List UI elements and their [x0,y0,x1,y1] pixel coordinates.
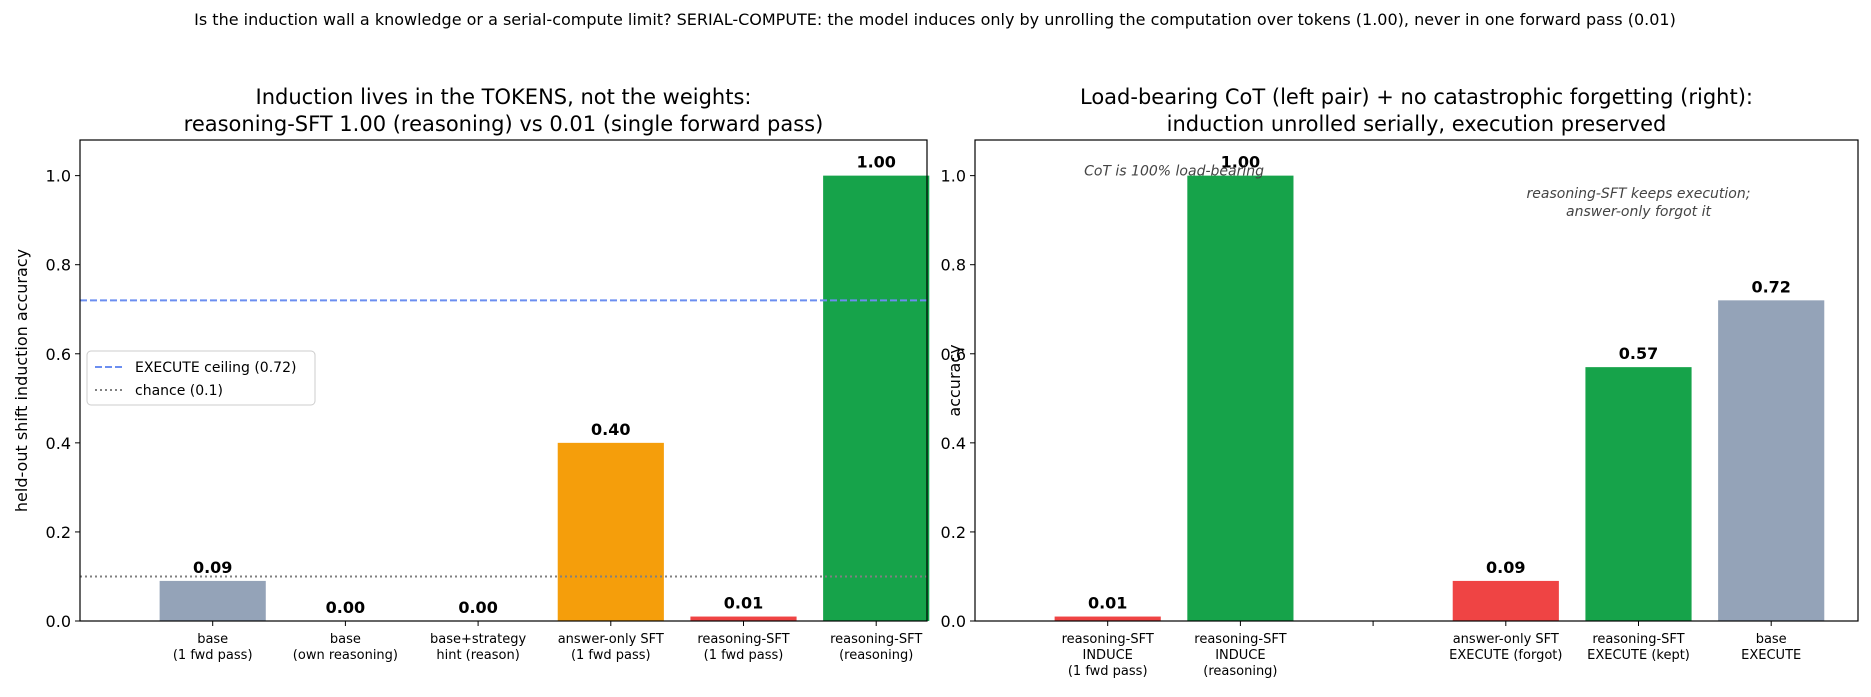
x-tick-label: reasoning-SFT [1592,632,1684,647]
plot-frame [974,139,1859,622]
x-tick-label: (1 fwd pass) [173,648,253,663]
bar [823,175,930,621]
x-tick-label: reasoning-SFT [697,632,789,647]
plot-frame [79,139,928,622]
bar-value-label: 0.09 [193,558,232,577]
bar-value-label: 0.40 [591,420,630,439]
x-tick-label: reasoning-SFT [1194,632,1286,647]
bar-value-label: 0.72 [1751,277,1790,296]
bar [159,580,266,621]
bar-value-label: 0.00 [458,598,497,617]
bar [1054,616,1161,621]
chart-annotation: reasoning-SFT keeps execution; [1527,186,1751,202]
x-tick-label: EXECUTE [1741,648,1801,663]
x-tick-label: EXECUTE (kept) [1587,648,1690,663]
y-tick-label: 0.8 [46,256,71,275]
bar [557,442,664,621]
chart-annotation: answer-only forgot it [1566,204,1711,220]
y-tick-label: 0.2 [46,523,71,542]
x-tick-label: (1 fwd pass) [571,648,651,663]
x-tick-label: (1 fwd pass) [704,648,784,663]
bar-value-label: 0.09 [1486,558,1525,577]
bar [1187,175,1294,621]
y-axis-label: held-out shift induction accuracy [12,249,31,512]
y-tick-label: 0.4 [46,434,71,453]
chart-title-line: reasoning-SFT 1.00 (reasoning) vs 0.01 (… [184,112,824,136]
x-tick-label: EXECUTE (forgot) [1449,648,1562,663]
legend-label: chance (0.1) [135,383,223,399]
x-tick-label: answer-only SFT [1453,632,1559,647]
bar-value-label: 0.01 [1088,594,1127,613]
bar-value-label: 1.00 [1221,153,1260,172]
y-tick-label: 0.0 [941,612,966,631]
x-tick-label: answer-only SFT [558,632,664,647]
x-tick-label: base+strategy [430,632,526,647]
x-tick-label: reasoning-SFT [830,632,922,647]
legend-label: EXECUTE ceiling (0.72) [135,360,296,376]
legend-frame [86,350,316,406]
chart-title-line: Load-bearing CoT (left pair) + no catast… [1080,85,1753,109]
y-tick-label: 0.2 [941,523,966,542]
chart-annotation: CoT is 100% load-bearing [1084,164,1264,180]
x-tick-label: base [1756,632,1787,647]
x-tick-label: base [330,632,361,647]
x-tick-label: INDUCE [1083,648,1133,663]
bar [1585,367,1692,621]
bar-value-label: 0.57 [1619,344,1658,363]
y-axis-label: accuracy [945,344,964,416]
chart-load-bearing-cot: Load-bearing CoT (left pair) + no catast… [941,85,1859,679]
x-tick-label: (own reasoning) [293,648,398,663]
bar-value-label: 1.00 [856,153,895,172]
chart-induction-accuracy: Induction lives in the TOKENS, not the w… [12,85,930,663]
chart-title-line: Induction lives in the TOKENS, not the w… [256,85,752,109]
x-tick-label: (1 fwd pass) [1068,664,1148,679]
y-tick-label: 0.8 [941,256,966,275]
legend: EXECUTE ceiling (0.72) chance (0.1) [86,350,316,406]
x-tick-label: (reasoning) [1203,664,1277,679]
x-tick-label: reasoning-SFT [1062,632,1154,647]
y-tick-label: 1.0 [46,167,71,186]
y-tick-label: 0.4 [941,434,966,453]
figure-suptitle: Is the induction wall a knowledge or a s… [194,10,1676,29]
bar [1718,300,1825,621]
bar [690,616,797,621]
x-tick-label: (reasoning) [839,648,913,663]
chart-title-line: induction unrolled serially, execution p… [1167,112,1667,136]
y-tick-label: 1.0 [941,167,966,186]
y-tick-label: 0.6 [46,345,71,364]
y-tick-label: 0.0 [46,612,71,631]
x-tick-label: hint (reason) [436,648,519,663]
x-tick-label: base [197,632,228,647]
x-tick-label: INDUCE [1215,648,1265,663]
bar [1452,580,1559,621]
y-tick-label: 0.6 [941,345,966,364]
bar-value-label: 0.01 [724,594,763,613]
bar-value-label: 0.00 [326,598,365,617]
